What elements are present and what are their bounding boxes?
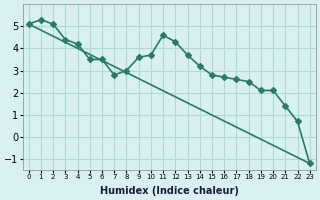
X-axis label: Humidex (Indice chaleur): Humidex (Indice chaleur) — [100, 186, 239, 196]
